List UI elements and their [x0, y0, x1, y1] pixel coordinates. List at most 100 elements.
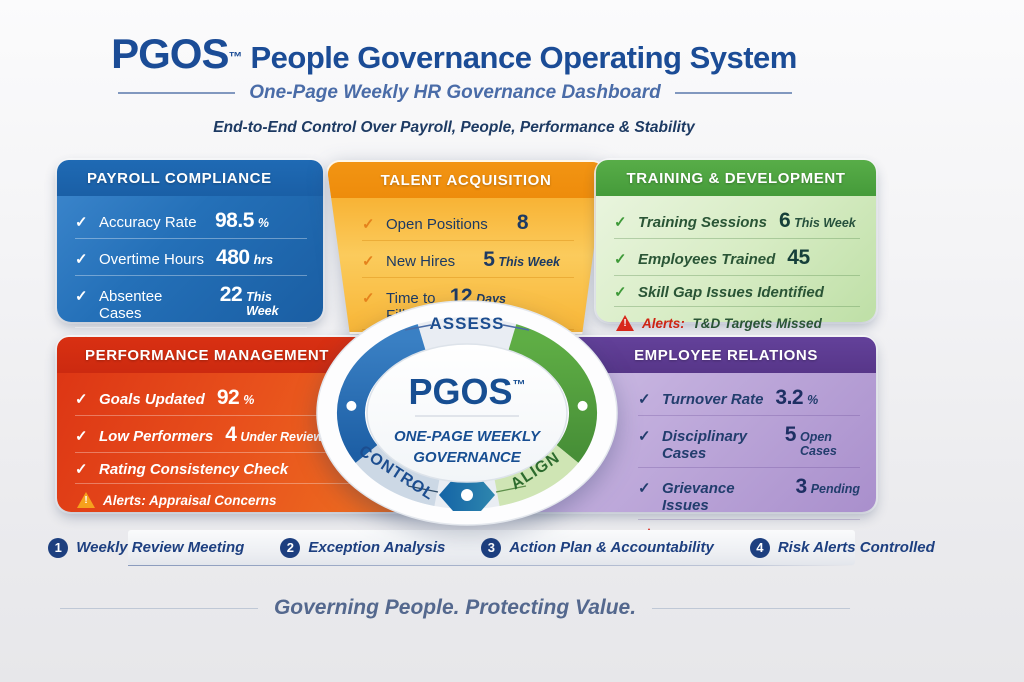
alert-row: Alerts: Appraisal Concerns [75, 484, 385, 508]
metric-unit: Open Cases [799, 429, 837, 458]
metric-unit: % [257, 215, 269, 230]
hub-dot-bottom [461, 489, 473, 501]
hub-arc-blue [336, 324, 426, 463]
metric-label: Rating Consistency Check [99, 460, 289, 478]
hub-arc-green [508, 324, 598, 463]
metric-row: Skill Gap Issues Identified [614, 276, 860, 307]
metric-unit: This Week [246, 289, 279, 318]
hub-center-line1: ONE-PAGE WEEKLY [394, 428, 542, 445]
metric-value: 4 [225, 422, 237, 446]
check-icon [75, 427, 99, 445]
hub-dot-right [577, 400, 588, 411]
metric-value: 480 [216, 245, 250, 269]
governance-cycle-hub: ASSESS CONTROL ALIGN PGOS™ ONE-PAGE WEEK… [302, 291, 632, 536]
trademark-symbol: ™ [228, 48, 243, 65]
check-icon [638, 479, 662, 497]
metric-row: Open Positions 8 [362, 204, 574, 241]
subtitle-rule-left [118, 92, 236, 94]
page-title-text: People Governance Operating System [250, 40, 798, 75]
check-icon [75, 287, 99, 305]
metric-unit: % [807, 392, 819, 407]
metric-value: 8 [516, 210, 529, 234]
metric-value: 3.2 [775, 385, 804, 409]
panel-talent-title: TALENT ACQUISITION [328, 162, 604, 198]
check-icon [75, 213, 99, 231]
metric-value: 45 [787, 245, 810, 269]
metric-label: Grievance Issues [662, 479, 735, 514]
check-icon [614, 213, 638, 231]
step-label: Weekly Review Meeting [76, 539, 245, 556]
hub-inner-disc [366, 343, 568, 483]
step-label: Exception Analysis [308, 539, 446, 556]
metric-row: Accuracy Rate 98.5 % [75, 202, 307, 239]
step-number-badge: 4 [749, 537, 770, 558]
assess-dash-left [404, 324, 432, 331]
metric-value: 3 [795, 474, 808, 498]
hub-dot-left [346, 400, 357, 411]
metric-row: Employees Trained 45 [614, 239, 860, 276]
metric-value: 92 [216, 385, 240, 409]
hub-label-assess: ASSESS [430, 314, 505, 333]
check-icon [362, 215, 386, 233]
metric-unit: Under Review [240, 429, 324, 444]
metric-value: 5 [784, 422, 797, 446]
metric-row: Disciplinary Cases 5 Open Cases [638, 416, 860, 468]
step-action-plan: 3 Action Plan & Accountability [463, 537, 731, 558]
check-icon [362, 252, 386, 270]
panel-training-title: TRAINING & DEVELOPMENT [596, 160, 876, 196]
step-label: Action Plan & Accountability [509, 539, 714, 556]
metric-unit: Pending [810, 481, 860, 496]
panel-payroll-compliance: PAYROLL COMPLIANCE Accuracy Rate 98.5 % … [57, 160, 323, 352]
hub-center-title: PGOS™ [408, 371, 525, 412]
metric-row: Low Performers 4 Under Review [75, 416, 385, 453]
brand-name: PGOS [111, 30, 229, 77]
control-dash [407, 485, 439, 493]
metric-label: Open Positions [386, 215, 488, 233]
metric-unit: hrs [253, 252, 274, 267]
metric-row: Absentee Cases 22 This Week [75, 276, 307, 328]
footer: Governing People. Protecting Value. [60, 596, 851, 620]
alert-text: T&D Targets Missed [692, 315, 822, 331]
hub-center-line2: GOVERNANCE [413, 449, 522, 466]
metric-value: 5 [483, 247, 495, 271]
governance-cycle-diagram: ASSESS CONTROL ALIGN PGOS™ ONE-PAGE WEEK… [316, 300, 618, 526]
metric-label: New Hires [386, 252, 456, 270]
step-weekly-review: 1 Weekly Review Meeting [30, 537, 262, 558]
metric-unit: % [243, 392, 255, 407]
align-dash [495, 485, 527, 493]
metric-label: Overtime Hours [99, 250, 205, 268]
metric-label: Training Sessions [638, 213, 767, 231]
subtitle-text: One-Page Weekly HR Governance Dashboard [249, 82, 661, 103]
process-strip: 1 Weekly Review Meeting 2 Exception Anal… [48, 530, 935, 566]
step-label: Risk Alerts Controlled [777, 539, 935, 556]
metric-value: 6 [778, 208, 791, 232]
metric-label: Turnover Rate [662, 390, 764, 408]
subtitle: One-Page Weekly HR Governance Dashboard [118, 82, 793, 104]
metric-label: Employees Trained [638, 250, 776, 268]
metric-row: Goals Updated 92 % [75, 379, 385, 416]
step-number-badge: 3 [481, 537, 502, 558]
step-number-badge: 2 [280, 537, 301, 558]
alert-prefix: Alerts: [642, 315, 685, 331]
check-icon [638, 427, 662, 445]
metric-unit: This Week [498, 254, 560, 269]
metric-row: Rating Consistency Check [75, 453, 385, 484]
check-icon [614, 250, 638, 268]
metric-unit: This Week [794, 215, 856, 230]
footer-rule-left [60, 607, 258, 609]
step-number-badge: 1 [48, 537, 69, 558]
metric-row: Turnover Rate 3.2 % [638, 379, 860, 416]
panel-payroll-title: PAYROLL COMPLIANCE [57, 160, 323, 196]
footer-rule-right [652, 607, 851, 609]
check-icon [75, 250, 99, 268]
step-exception-analysis: 2 Exception Analysis [262, 537, 463, 558]
panel-talent-acquisition: TALENT ACQUISITION Open Positions 8 New … [326, 160, 606, 334]
check-icon [638, 390, 662, 408]
page-title: PGOS™ People Governance Operating System [0, 30, 908, 78]
metric-label: Skill Gap Issues Identified [638, 283, 824, 301]
metric-row: Training Sessions 6 This Week [614, 202, 860, 239]
check-icon [75, 390, 99, 408]
